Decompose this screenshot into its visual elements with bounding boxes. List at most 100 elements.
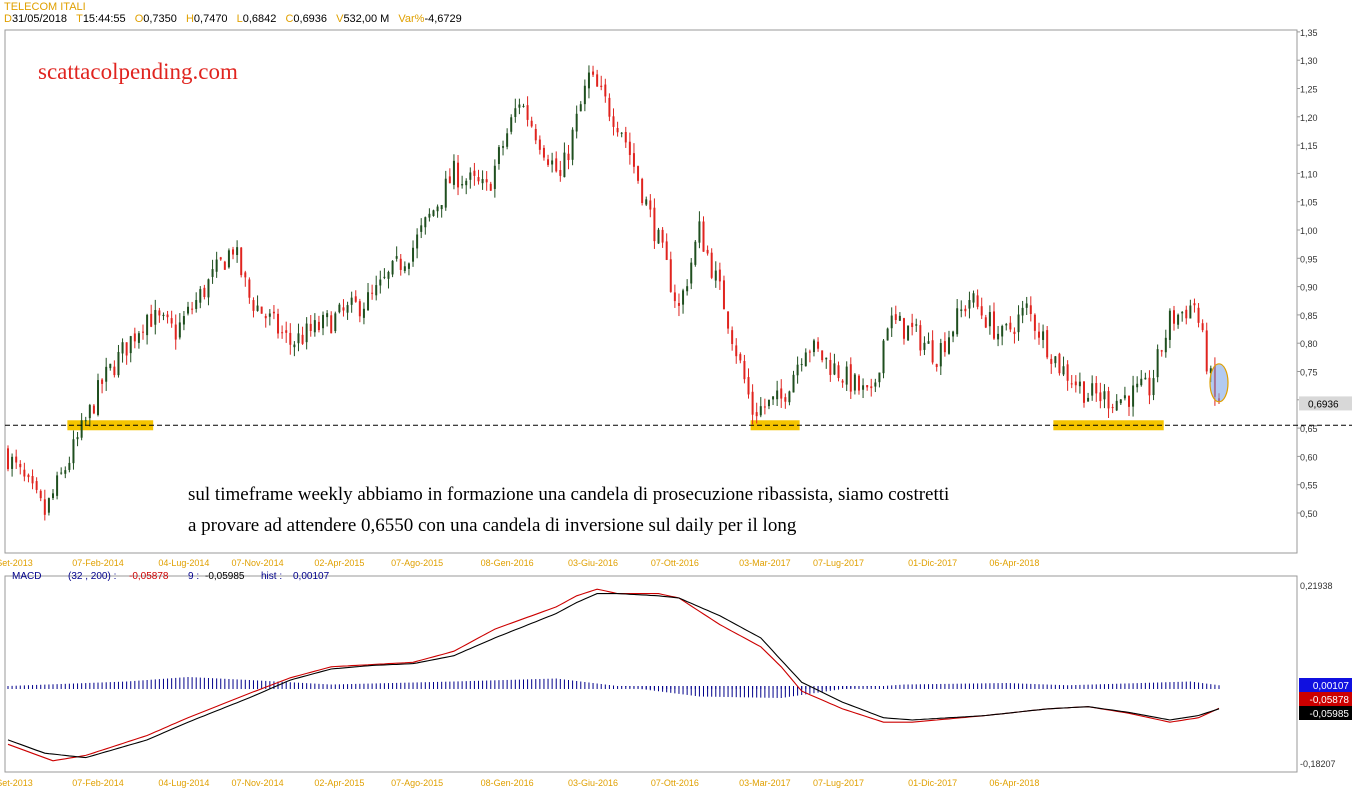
candle-body [97, 380, 100, 415]
candle-body [1058, 353, 1061, 374]
macd-xtick-label-2: 04-Lug-2014 [158, 778, 209, 788]
candle-body [1136, 383, 1139, 388]
price-ytick-label-8: 0,95 [1300, 254, 1318, 264]
candle-body [567, 153, 570, 161]
candle-body [174, 324, 177, 340]
candle-body [510, 117, 513, 132]
price-ytick-label-15: 0,60 [1300, 452, 1318, 462]
candle-body [518, 104, 521, 108]
candle-body [317, 321, 320, 331]
candle-body [600, 85, 603, 88]
macd-xtick-label-6: 08-Gen-2016 [481, 778, 534, 788]
candle-body [559, 169, 562, 176]
candle-body [1066, 364, 1069, 381]
readout-value-4: 0,6842 [242, 13, 280, 25]
readout-value-7: -4,6729 [424, 13, 462, 25]
candle-body [1127, 395, 1130, 407]
candle-body [1164, 337, 1167, 353]
candle-body [1082, 381, 1085, 403]
candle-body [759, 406, 762, 416]
readout-value-0: 31/05/2018 [11, 13, 71, 25]
candle-body [628, 141, 631, 156]
candle-body [101, 379, 104, 384]
candle-body [776, 390, 779, 400]
price-xtick-label-9: 03-Mar-2017 [739, 558, 791, 568]
price-ytick-label-10: 0,85 [1300, 311, 1318, 321]
candle-body [551, 160, 554, 165]
candle-body [166, 314, 169, 318]
candle-body [992, 311, 995, 339]
candle-body [583, 85, 586, 105]
candle-body [436, 206, 439, 212]
price-ytick-label-5: 1,10 [1300, 169, 1318, 179]
candle-body [698, 221, 701, 243]
candle-body [493, 165, 496, 189]
candle-body [911, 322, 914, 328]
candle-body [514, 108, 517, 117]
candle-body [657, 229, 660, 244]
candle-body [1078, 381, 1081, 387]
candle-body [853, 374, 856, 391]
macd-value-tag-1 [1299, 692, 1352, 706]
price-ytick-label-9: 0,90 [1300, 283, 1318, 293]
candle-body [477, 177, 480, 182]
candle-body [72, 439, 75, 464]
candle-body [882, 340, 885, 374]
candle-body [375, 285, 378, 296]
candle-body [943, 341, 946, 353]
price-xtick-label-7: 03-Giu-2016 [568, 558, 618, 568]
candle-body [743, 360, 746, 380]
candle-body [915, 324, 918, 326]
candle-body [420, 225, 423, 232]
candle-body [227, 250, 230, 268]
candle-body [890, 315, 893, 329]
candle-body [56, 475, 59, 496]
candle-body [240, 247, 243, 276]
candle-body [1042, 331, 1045, 340]
macd-legend-signal: -0,05985 [205, 571, 245, 582]
candle-body [481, 178, 484, 184]
candle-body [211, 269, 214, 277]
readout-key-0: D [4, 13, 12, 25]
candle-body [39, 490, 42, 499]
candle-body [682, 290, 685, 305]
candle-body [47, 498, 50, 513]
price-xtick-label-0: 06-Set-2013 [0, 558, 33, 568]
macd-value-label-0: 0,00107 [1313, 681, 1350, 692]
candle-body [371, 292, 374, 294]
candle-body [694, 241, 697, 265]
candle-body [1119, 399, 1122, 404]
candle-body [506, 133, 509, 147]
candle-body [735, 345, 738, 357]
candle-body [301, 334, 304, 344]
last-price-label: 0,6936 [1308, 399, 1339, 410]
candle-body [465, 180, 468, 186]
price-xtick-label-4: 02-Apr-2015 [314, 558, 364, 568]
candle-body [412, 247, 415, 262]
candle-body [870, 386, 873, 389]
candle-body [358, 301, 361, 317]
last-candle-highlight [1209, 363, 1229, 403]
macd-value-label-1: -0,05878 [1310, 695, 1350, 706]
candle-body [489, 183, 492, 191]
candle-body [309, 323, 312, 331]
candle-body [931, 340, 934, 363]
readout-key-3: H [185, 13, 194, 25]
candle-body [1132, 385, 1135, 407]
candle-body [669, 259, 672, 292]
candle-body [252, 300, 255, 311]
candle-body [997, 333, 1000, 340]
candle-body [7, 448, 9, 470]
candle-body [191, 308, 194, 310]
candle-body [1181, 312, 1184, 314]
candle-body [11, 456, 14, 469]
price-ytick-label-14: 0,65 [1300, 424, 1318, 434]
candle-body [923, 342, 926, 350]
candle-body [808, 351, 811, 353]
candle-body [1050, 358, 1053, 364]
candle-body [362, 308, 365, 318]
readout-key-6: V [336, 13, 344, 25]
candle-body [1046, 330, 1049, 358]
watermark-text: scattacolpending.com [38, 59, 238, 84]
candle-body [52, 493, 55, 499]
